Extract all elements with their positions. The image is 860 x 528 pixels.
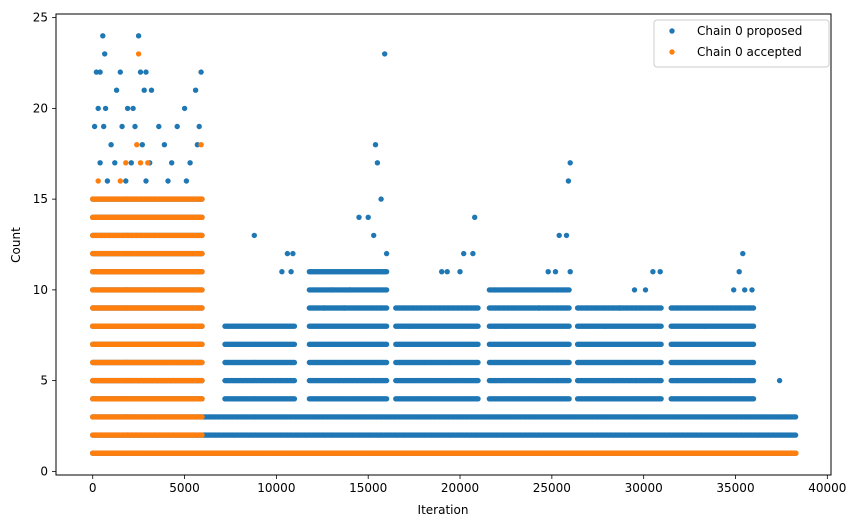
points-layer [90, 33, 799, 456]
point-proposed [658, 341, 664, 347]
point-proposed [383, 377, 390, 384]
point-proposed [475, 323, 481, 329]
point-proposed [566, 396, 572, 402]
point-proposed [750, 323, 757, 329]
point-proposed [291, 323, 298, 329]
point-proposed [291, 341, 298, 347]
point-proposed [792, 414, 799, 420]
point-proposed [658, 396, 664, 402]
point-proposed [383, 323, 390, 329]
point-proposed [658, 305, 664, 311]
point-proposed [566, 359, 572, 366]
point-proposed [566, 341, 572, 347]
point-proposed [750, 377, 757, 384]
point-proposed [291, 359, 298, 366]
point-proposed [291, 396, 298, 402]
point-proposed [658, 359, 664, 366]
point-proposed [750, 396, 757, 402]
point-proposed [383, 341, 390, 347]
point-proposed [475, 377, 481, 384]
point-proposed [383, 305, 390, 311]
series-proposed [90, 33, 799, 456]
point-proposed [475, 341, 481, 347]
point-proposed [566, 377, 572, 384]
point-proposed [658, 377, 664, 384]
point-proposed [658, 323, 664, 329]
point-proposed [475, 396, 481, 402]
point-proposed [383, 359, 390, 366]
point-proposed [792, 432, 799, 438]
point-proposed [475, 305, 481, 311]
point-proposed [291, 377, 298, 384]
point-proposed [750, 359, 757, 366]
point-proposed [566, 305, 572, 311]
point-proposed [383, 396, 390, 402]
point-proposed [475, 359, 481, 366]
point-proposed [383, 287, 390, 293]
point-proposed [566, 287, 572, 293]
point-proposed [750, 341, 757, 347]
point-proposed [566, 323, 572, 329]
